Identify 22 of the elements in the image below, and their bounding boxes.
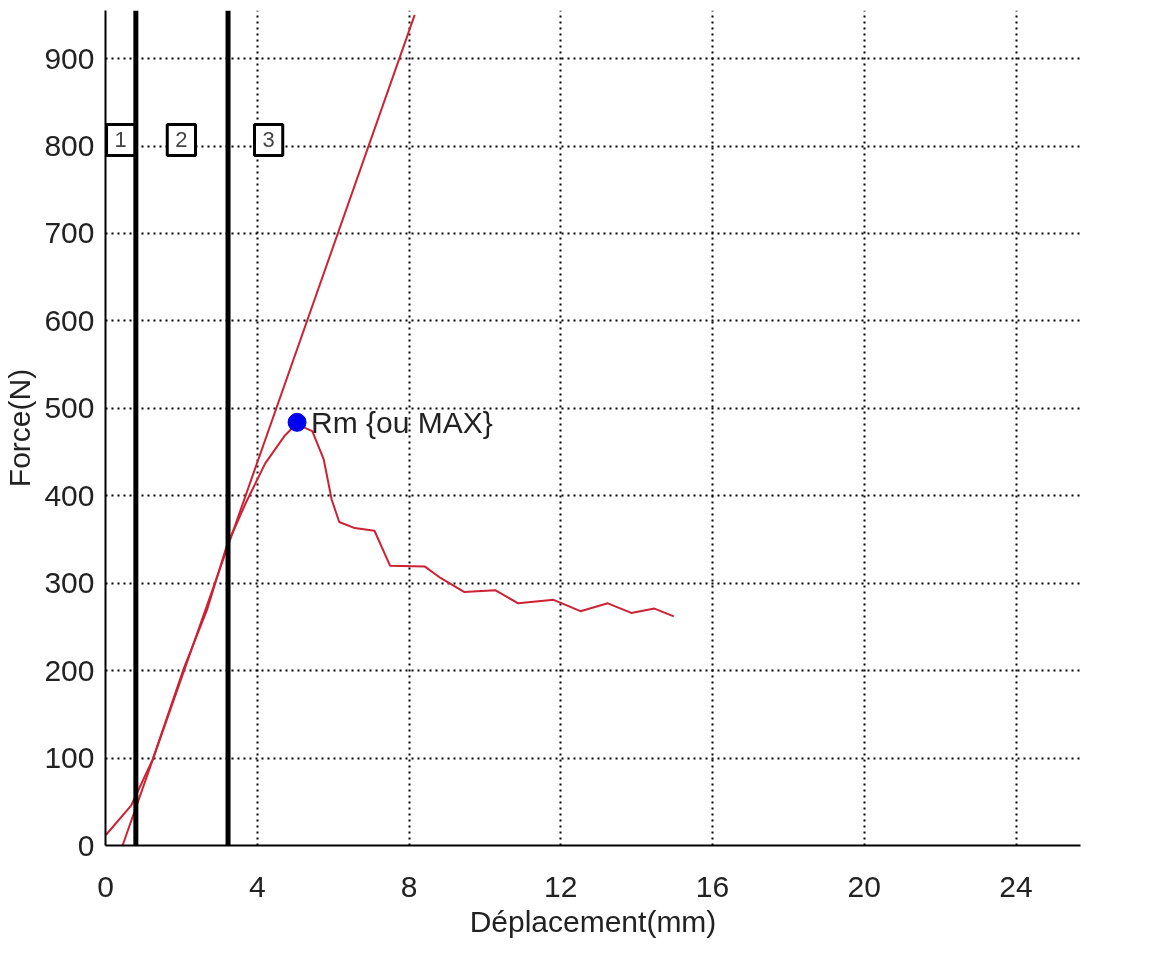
x-tick-label: 20 [847,869,881,903]
y-tick-label: 400 [44,478,95,512]
y-tick-label: 500 [44,391,95,425]
x-tick-label: 4 [248,869,266,903]
y-tick-label: 100 [44,741,95,775]
y-tick-label: 200 [44,653,95,687]
y-tick-label: 300 [44,566,95,600]
x-tick-label: 16 [695,869,730,903]
y-tick-label: 900 [44,41,95,75]
annotation: 3 [262,127,275,153]
annotation: 2 [175,127,188,153]
x-axis-title: Déplacement(mm) [469,904,717,938]
y-tick-label: 800 [44,129,95,163]
x-tick-label: 24 [999,869,1033,903]
x-tick-label: 8 [400,869,418,903]
annotation: 1 [114,127,127,153]
y-tick-label: 700 [44,216,95,250]
y-axis-title: Force(N) [3,368,37,488]
y-tick-label: 0 [77,828,95,862]
y-tick-label: 600 [44,303,95,337]
x-tick-label: 12 [544,869,578,903]
annotation: Rm {ou MAX} [311,405,493,439]
